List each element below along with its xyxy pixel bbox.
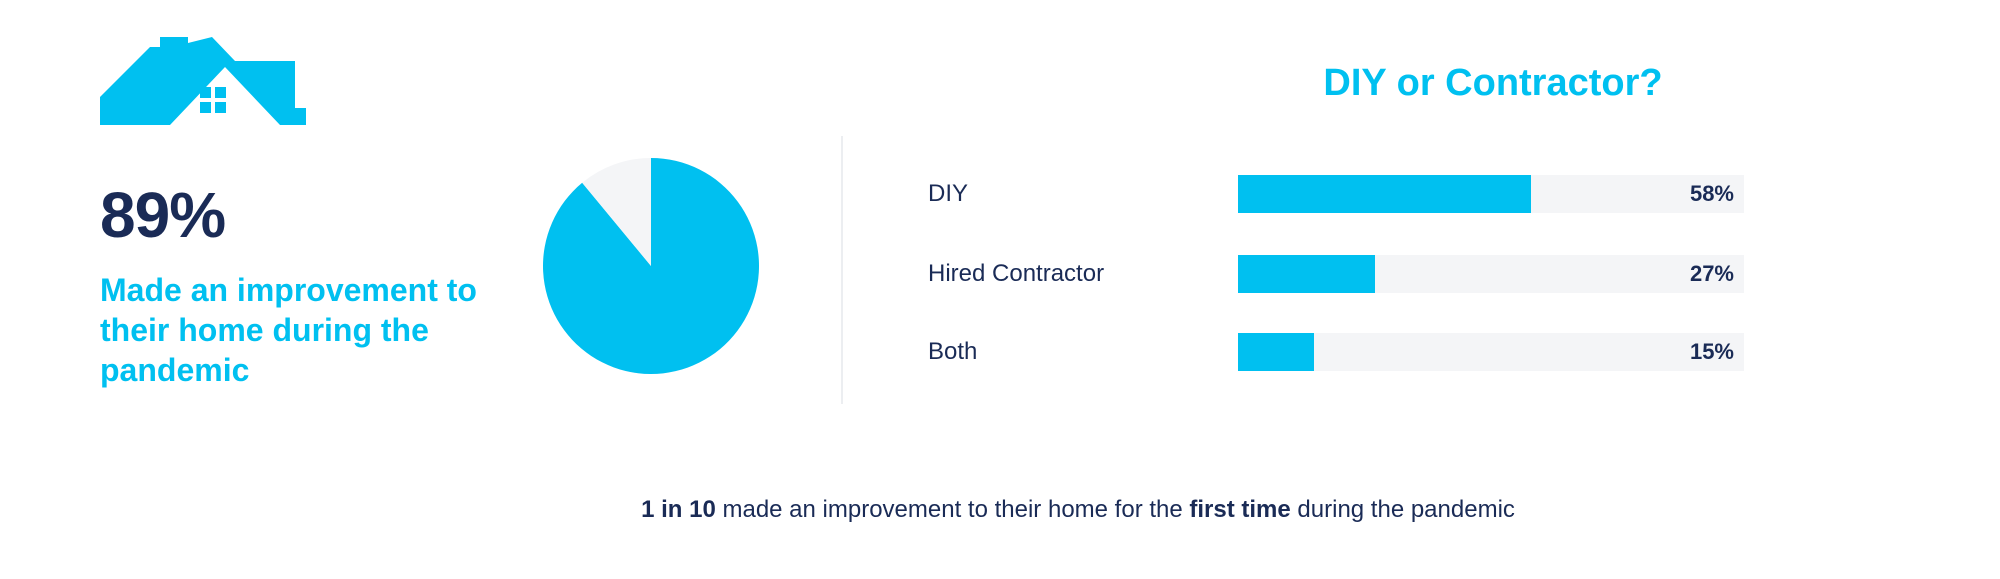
bar-label: Both [928, 338, 978, 365]
house-icon [100, 37, 306, 125]
footer-bold-2: first time [1189, 496, 1291, 523]
bar-track: 27% [1238, 255, 1744, 293]
pie-slice-1 [582, 158, 651, 266]
bar-value-label: 58% [1689, 181, 1734, 206]
bar-fill [1238, 255, 1375, 293]
bar-label: Hired Contractor [928, 260, 1105, 287]
pie-chart [543, 158, 759, 375]
divider [841, 136, 843, 404]
bar-fill [1238, 175, 1532, 213]
footer-note: 1 in 10 made an improvement to their hom… [0, 496, 2000, 524]
bar-chart-title: DIY or Contractor? [1323, 62, 1663, 104]
bar-value-label: 27% [1689, 261, 1734, 286]
bar-track: 58% [1238, 175, 1744, 213]
bar-value-label: 15% [1689, 339, 1734, 364]
footer-text-1: made an improvement to their home for th… [715, 496, 1190, 523]
stat-value: 89% [100, 179, 226, 251]
footer-bold-1: 1 in 10 [641, 496, 716, 523]
bar-track: 15% [1238, 333, 1744, 371]
pie-slice-0 [543, 158, 759, 375]
bar-label: DIY [928, 180, 969, 207]
bar-fill [1238, 333, 1314, 371]
footer-text-2: during the pandemic [1290, 496, 1515, 523]
stat-description: Made an improvement to their home during… [100, 272, 477, 388]
